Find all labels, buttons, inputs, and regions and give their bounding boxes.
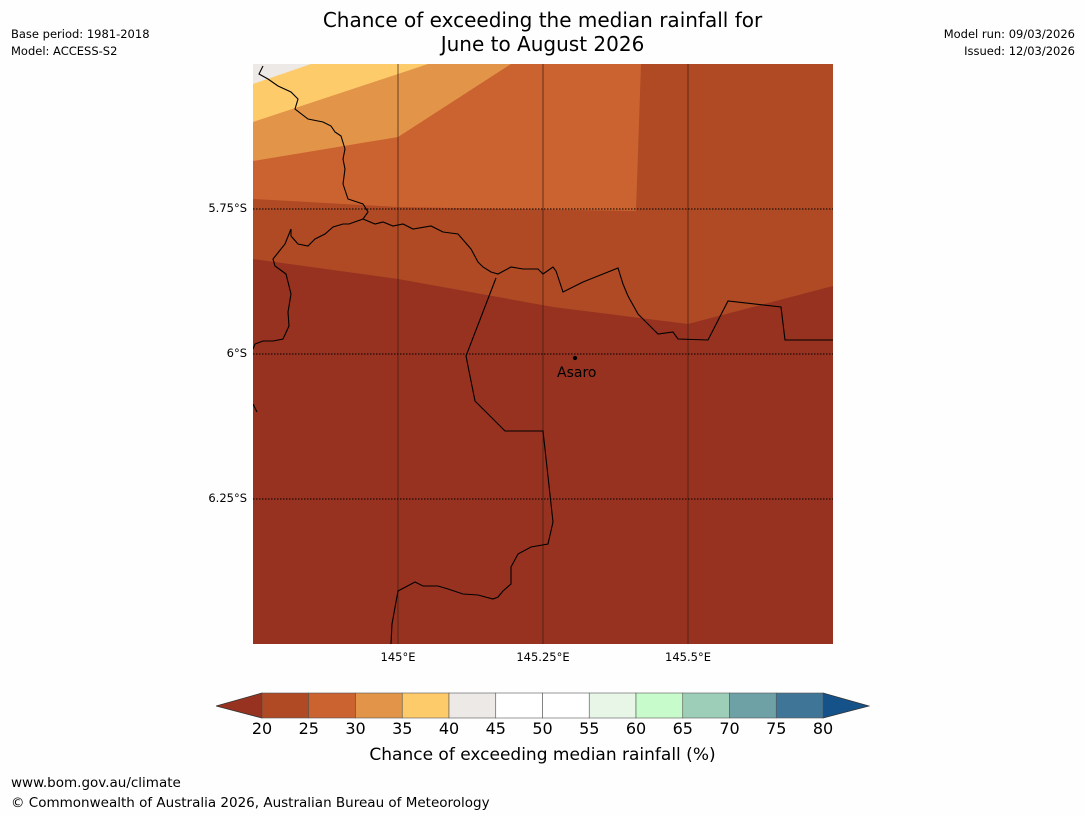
boundary-district — [390, 277, 554, 645]
colorbar-tick-label: 50 — [532, 719, 553, 738]
lon-label-145: 145°E — [380, 650, 416, 664]
footer-copyright: © Commonwealth of Australia 2026, Austra… — [11, 795, 490, 811]
colorbar-segment — [308, 692, 356, 719]
boundary-south-west — [252, 403, 258, 413]
colorbar-tick-label: 80 — [812, 719, 834, 738]
base-period: Base period: 1981-2018 — [11, 27, 150, 41]
model-name: Model: ACCESS-S2 — [11, 44, 118, 58]
lat-label-6-25: 6.25°S — [208, 491, 247, 505]
issued-date: Issued: 12/03/2026 — [964, 44, 1075, 58]
colorbar-segment — [448, 692, 497, 719]
meta-right: Model run: 09/03/2026 Issued: 12/03/2026 — [944, 26, 1075, 60]
meta-left: Base period: 1981-2018 Model: ACCESS-S2 — [11, 26, 150, 60]
colorbar-segment — [355, 692, 403, 719]
colorbar-segments — [261, 692, 824, 719]
chart-title: Chance of exceeding the median rainfall … — [0, 8, 1085, 56]
colorbar-tick-label: 45 — [485, 719, 506, 738]
rainfall-map[interactable]: Asaro — [252, 64, 833, 645]
colorbar-tick-label: 65 — [672, 719, 693, 738]
colorbar-segment — [775, 692, 824, 719]
colorbar-under-arrow — [214, 692, 263, 719]
colorbar-tick-label: 35 — [392, 719, 413, 738]
colorbar-segment — [588, 692, 637, 719]
model-run: Model run: 09/03/2026 — [943, 27, 1075, 41]
colorbar-tick-label: 70 — [719, 719, 740, 738]
colorbar-segment — [729, 692, 777, 719]
colorbar-segment — [542, 692, 590, 719]
footer-url[interactable]: www.bom.gov.au/climate — [11, 775, 181, 791]
title-line-2: June to August 2026 — [440, 32, 645, 56]
colorbar-segment — [635, 692, 684, 719]
lat-label-6: 6°S — [226, 346, 247, 360]
colorbar-tick-label: 20 — [251, 719, 273, 738]
colorbar-segment — [261, 692, 310, 719]
colorbar-tick-label: 40 — [438, 719, 460, 738]
colorbar-svg — [214, 692, 871, 719]
colorbar — [214, 692, 871, 720]
lat-label-5-75: 5.75°S — [208, 201, 247, 215]
lon-label-145-5: 145.5°E — [665, 650, 711, 664]
place-label-asaro: Asaro — [557, 365, 597, 381]
colorbar-tick-label: 60 — [625, 719, 647, 738]
colorbar-tick-label: 25 — [298, 719, 319, 738]
colorbar-segment — [682, 692, 730, 719]
colorbar-label: Chance of exceeding median rainfall (%) — [369, 745, 716, 765]
colorbar-segment — [495, 692, 543, 719]
boundaries — [252, 65, 833, 645]
boundary-ridge — [362, 218, 833, 341]
colorbar-over-arrow — [822, 692, 871, 719]
lon-label-145-25: 145.25°E — [516, 650, 570, 664]
town-marker — [572, 355, 578, 361]
colorbar-tick-label: 75 — [766, 719, 787, 738]
band-40-45 — [253, 64, 428, 122]
title-line-1: Chance of exceeding the median rainfall … — [322, 8, 763, 32]
boundary-north — [258, 65, 369, 247]
lat-gridlines — [253, 208, 833, 500]
colorbar-segment — [401, 692, 450, 719]
map-svg — [252, 64, 833, 645]
colorbar-tick-label: 55 — [579, 719, 600, 738]
boundary-west — [252, 228, 292, 350]
colorbar-tick-label: 30 — [345, 719, 366, 738]
